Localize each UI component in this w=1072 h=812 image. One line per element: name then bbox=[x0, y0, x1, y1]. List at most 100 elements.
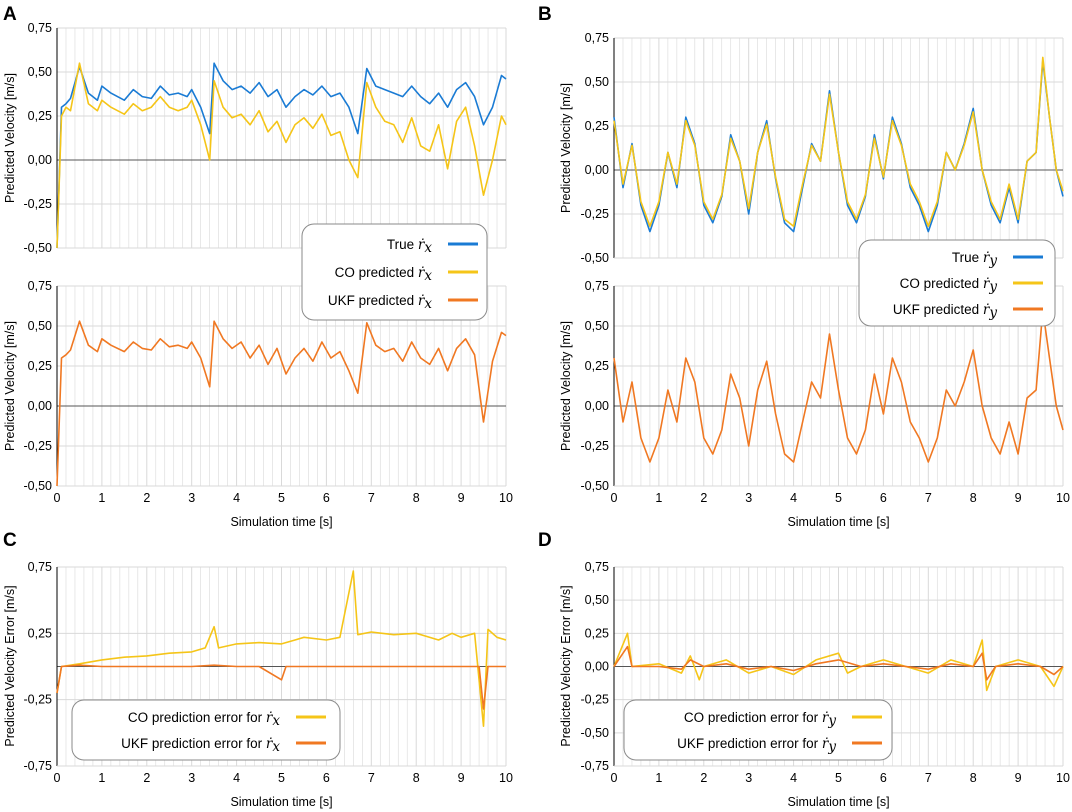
legend-entry-label: CO predicted ṙy bbox=[900, 276, 998, 295]
y-tick-label: 0,25 bbox=[585, 359, 609, 373]
y-axis-label: Predicted Velocity [m/s] bbox=[559, 83, 573, 213]
x-tick-label: 10 bbox=[499, 491, 513, 505]
legend-entry-label: UKF prediction error for ṙx bbox=[121, 736, 280, 755]
y-tick-label: -0,25 bbox=[24, 693, 53, 707]
legend-entry-label: UKF prediction error for ṙy bbox=[677, 736, 836, 755]
x-tick-label: 4 bbox=[233, 491, 240, 505]
series-line-co bbox=[56, 570, 507, 728]
x-tick-label: 3 bbox=[745, 771, 752, 785]
y-axis-label: Predicted Velocity [m/s] bbox=[559, 321, 573, 451]
y-tick-label: 0,25 bbox=[28, 359, 52, 373]
x-tick-label: 2 bbox=[700, 491, 707, 505]
x-tick-label: 8 bbox=[970, 771, 977, 785]
x-tick-label: 7 bbox=[925, 491, 932, 505]
x-tick-label: 3 bbox=[745, 491, 752, 505]
chart-c: -0,75 -0,25 0,25 0,75 0 1 2 3 4 5 6 7 8 9 10 Predicted … bbox=[3, 560, 513, 809]
legend-entry-label: True ṙx bbox=[387, 237, 432, 256]
legend-box bbox=[301, 223, 488, 321]
y-tick-label: -0,25 bbox=[24, 439, 53, 453]
x-tick-label: 10 bbox=[1056, 771, 1070, 785]
y-tick-label: 0,75 bbox=[28, 279, 52, 293]
x-tick-label: 10 bbox=[499, 771, 513, 785]
x-tick-label: 0 bbox=[54, 491, 61, 505]
x-tick-label: 1 bbox=[98, 771, 105, 785]
series-line-true bbox=[56, 62, 507, 249]
x-tick-label: 0 bbox=[54, 771, 61, 785]
x-tick-label: 7 bbox=[368, 491, 375, 505]
legend-box bbox=[858, 239, 1056, 327]
x-axis-label: Simulation time [s] bbox=[787, 795, 889, 809]
x-tick-label: 2 bbox=[143, 491, 150, 505]
legend-entry-label: CO prediction error for ṙy bbox=[684, 710, 837, 729]
y-tick-label: 0,75 bbox=[585, 279, 609, 293]
y-axis-label: Predicted Velocity [m/s] bbox=[3, 321, 17, 451]
series-line-ukf bbox=[56, 320, 507, 487]
y-tick-label: 0,50 bbox=[585, 319, 609, 333]
x-tick-label: 4 bbox=[790, 491, 797, 505]
legend-entry-label: UKF predicted ṙy bbox=[893, 302, 998, 321]
x-tick-label: 6 bbox=[323, 771, 330, 785]
y-axis-label: Predicted Velocity [m/s] bbox=[3, 73, 17, 203]
legend-box bbox=[623, 699, 893, 761]
y-tick-label: 0,50 bbox=[585, 593, 609, 607]
x-tick-label: 6 bbox=[323, 491, 330, 505]
x-tick-label: 10 bbox=[1056, 491, 1070, 505]
x-tick-label: 4 bbox=[233, 771, 240, 785]
x-tick-label: 1 bbox=[98, 491, 105, 505]
y-tick-label: 0,50 bbox=[585, 75, 609, 89]
panel-letter-a: A bbox=[3, 4, 17, 25]
series-line-ukf bbox=[56, 664, 506, 710]
x-tick-label: 4 bbox=[790, 771, 797, 785]
x-tick-label: 9 bbox=[458, 771, 465, 785]
y-tick-label: 0,50 bbox=[28, 65, 52, 79]
y-tick-label: -0,25 bbox=[581, 693, 610, 707]
chart-a-top: -0,50 -0,25 0,00 0,25 0,50 0,75 Predicted Velo… bbox=[3, 21, 507, 255]
panel-letter-d: D bbox=[538, 530, 552, 551]
x-axis-label: Simulation time [s] bbox=[230, 795, 332, 809]
legend-box bbox=[71, 699, 341, 761]
chart-d: -0,75 -0,50 -0,25 0,00 0,25 0,50 0,75 0 1 2 3 4 5 6 7 8… bbox=[559, 560, 1070, 809]
y-tick-label: 0,75 bbox=[585, 31, 609, 45]
x-tick-label: 0 bbox=[611, 491, 618, 505]
panel-letter-b: B bbox=[538, 4, 552, 25]
plots-layer: -0,50 -0,25 0,00 0,25 0,50 0,75 Predicted Velo… bbox=[3, 21, 1070, 809]
y-tick-label: -0,25 bbox=[581, 439, 610, 453]
x-tick-label: 7 bbox=[925, 771, 932, 785]
y-tick-label: 0,50 bbox=[28, 319, 52, 333]
chart-b-top: -0,50 -0,25 0,00 0,25 0,50 0,75 Predicted Velo… bbox=[559, 31, 1064, 265]
y-tick-label: 0,25 bbox=[28, 626, 52, 640]
legend-entry-label: True ṙy bbox=[952, 250, 997, 269]
x-tick-label: 3 bbox=[188, 491, 195, 505]
y-tick-label: 0,25 bbox=[585, 119, 609, 133]
x-tick-label: 1 bbox=[655, 771, 662, 785]
x-tick-label: 8 bbox=[970, 491, 977, 505]
y-tick-label: -0,25 bbox=[24, 197, 53, 211]
y-tick-label: 0,75 bbox=[585, 560, 609, 574]
y-tick-label: -0,25 bbox=[581, 207, 610, 221]
x-tick-label: 3 bbox=[188, 771, 195, 785]
legend-entry-label: CO predicted ṙx bbox=[335, 265, 433, 284]
x-tick-label: 2 bbox=[700, 771, 707, 785]
x-tick-label: 9 bbox=[1015, 771, 1022, 785]
legend-c: CO prediction error for ṙx UKF prediction… bbox=[71, 699, 341, 761]
y-tick-label: -0,50 bbox=[24, 479, 53, 493]
y-tick-label: -0,75 bbox=[581, 759, 610, 773]
x-tick-label: 8 bbox=[413, 491, 420, 505]
chart-a-bottom: -0,50 -0,25 0,00 0,25 0,50 0,75 0 1 2 3 4 5 6 7 8 9 10 Pr… bbox=[3, 279, 513, 529]
x-tick-label: 7 bbox=[368, 771, 375, 785]
y-tick-label: -0,75 bbox=[24, 759, 53, 773]
series-line-co bbox=[56, 62, 507, 249]
x-tick-label: 6 bbox=[880, 491, 887, 505]
y-tick-label: 0,00 bbox=[585, 660, 609, 674]
legend-entry-label: UKF predicted ṙx bbox=[328, 293, 433, 312]
x-axis-label: Simulation time [s] bbox=[787, 515, 889, 529]
series-line-ukf bbox=[613, 309, 1064, 463]
y-tick-label: 0,00 bbox=[28, 153, 52, 167]
y-tick-label: -0,50 bbox=[581, 251, 610, 265]
y-tick-label: -0,50 bbox=[581, 479, 610, 493]
legend-b: True ṙy CO predicted ṙy UKF predicted ṙy bbox=[858, 239, 1056, 327]
y-tick-label: -0,50 bbox=[581, 726, 610, 740]
x-axis-label: Simulation time [s] bbox=[230, 515, 332, 529]
x-tick-label: 5 bbox=[835, 491, 842, 505]
